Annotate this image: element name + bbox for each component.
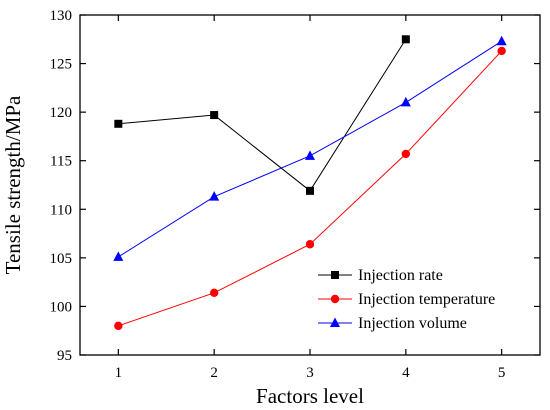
legend: Injection rate Injection temperature Injec…: [318, 267, 495, 332]
legend-marker-3: [330, 317, 340, 327]
series-3-point: [305, 150, 315, 160]
y-tick-label: 125: [50, 57, 73, 73]
series-2-point: [401, 149, 411, 159]
series-line-3: [118, 40, 502, 258]
x-axis: 1 2 3 4 5: [115, 15, 506, 381]
y-tick-label: 100: [50, 299, 73, 315]
x-tick-label: 3: [306, 365, 314, 381]
y-tick-label: 120: [50, 105, 73, 121]
series-2-point: [497, 46, 506, 56]
x-tick-label: 2: [210, 365, 218, 381]
legend-label-2: Injection temperature: [358, 291, 495, 308]
y-tick-label: 95: [57, 348, 72, 364]
series-2-point: [114, 321, 123, 331]
legend-marker-2: [330, 294, 340, 304]
x-tick-label: 1: [115, 365, 123, 381]
series-2-point: [305, 240, 315, 249]
x-tick-label: 5: [498, 365, 506, 381]
y-tick-label: 130: [50, 8, 73, 24]
series-1-point: [401, 35, 410, 44]
legend-label-3: Injection volume: [358, 315, 467, 332]
x-tick-label: 4: [402, 365, 410, 381]
series-1-point: [306, 186, 314, 195]
series-2-point: [209, 288, 219, 298]
series-1-point: [210, 111, 219, 120]
x-axis-title: Factors level: [256, 384, 364, 408]
y-tick-label: 105: [50, 251, 73, 267]
y-axis: 95 100 105 110 115 120 125 130: [50, 8, 540, 364]
y-tick-label: 115: [50, 154, 72, 170]
series-3-point: [209, 191, 220, 201]
series-3-point: [496, 35, 507, 46]
series-lines: [118, 39, 503, 327]
series-markers: [113, 35, 507, 331]
legend-label-1: Injection rate: [358, 267, 443, 284]
series-3-point: [113, 251, 124, 261]
series-line-1: [118, 39, 407, 192]
series-1-point: [114, 119, 123, 128]
legend-marker-1: [331, 271, 339, 279]
series-3-point: [400, 96, 411, 107]
y-tick-label: 110: [50, 202, 72, 218]
y-axis-title: Tensile strength/MPa: [1, 95, 25, 274]
